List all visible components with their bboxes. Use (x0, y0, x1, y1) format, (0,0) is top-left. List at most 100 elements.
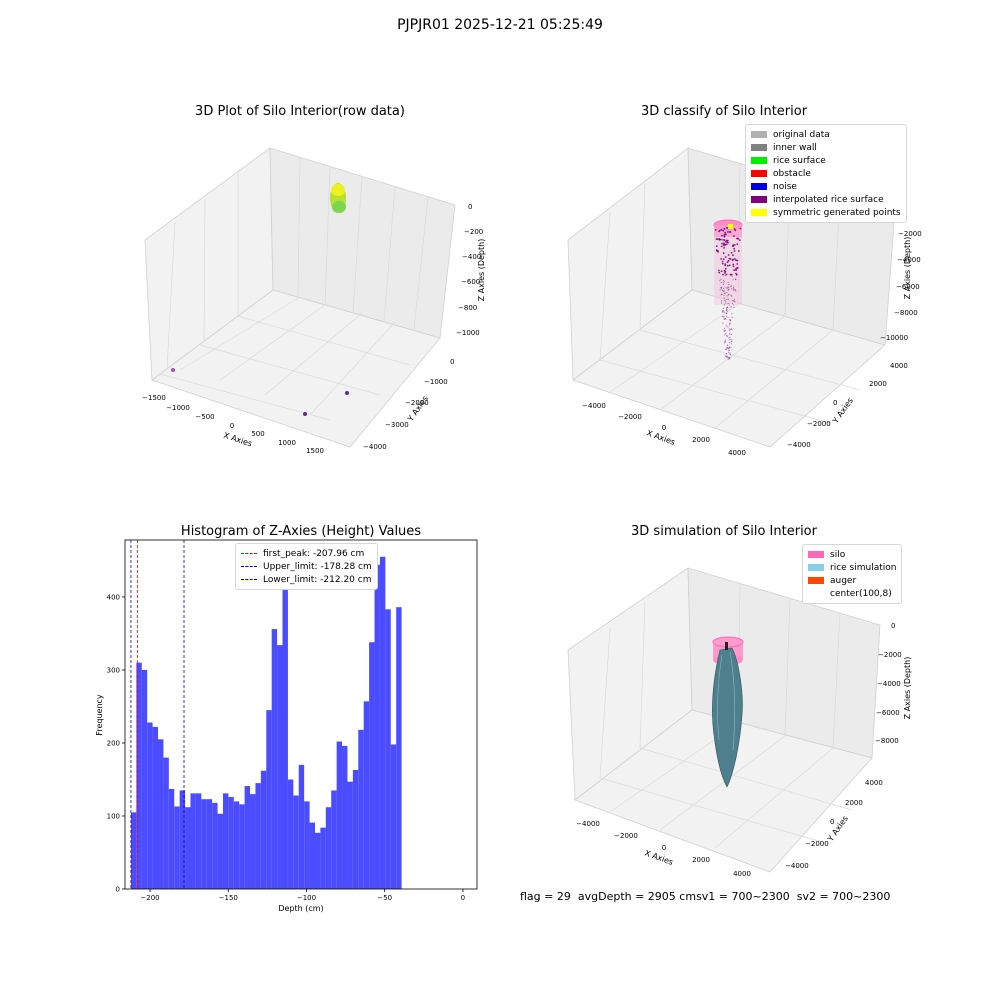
interpolated-point (722, 273, 724, 276)
interpolated-point (730, 343, 732, 345)
p4-z-tick: −8000 (875, 737, 899, 745)
interpolated-point (727, 298, 729, 300)
interpolated-point (727, 289, 729, 291)
p1-x-tick: 1000 (278, 439, 296, 447)
interpolated-point (726, 295, 728, 297)
legend-item: Upper_limit: -178.28 cm (241, 560, 372, 573)
histogram-bar (206, 799, 213, 889)
interpolated-point (727, 357, 730, 359)
interpolated-point (724, 231, 727, 234)
p1-y-tick: 0 (450, 358, 454, 366)
panel1-title: 3D Plot of Silo Interior(row data) (195, 104, 405, 119)
interpolated-point (728, 349, 730, 351)
interpolated-point (731, 339, 733, 341)
p4-x-tick: −4000 (576, 820, 600, 828)
p4-x-label: X Axies (643, 848, 674, 867)
interpolated-point (722, 258, 725, 260)
interpolated-point (731, 306, 733, 308)
interpolated-point (728, 351, 730, 353)
interpolated-point (722, 252, 725, 255)
interpolated-point (735, 290, 737, 292)
legend-swatch (808, 564, 824, 571)
y-tick-label: 300 (107, 666, 120, 674)
p1-x-tick: −1000 (166, 404, 190, 412)
p3-x-label: Depth (cm) (278, 904, 323, 913)
interpolated-point (731, 244, 734, 247)
interpolated-point (724, 340, 726, 343)
interpolated-point (723, 294, 725, 296)
legend-label: center(100,8) (830, 588, 892, 599)
interpolated-point (734, 289, 736, 291)
histogram-bar (293, 795, 299, 889)
interpolated-point (722, 284, 724, 286)
legend-item: first_peak: -207.96 cm (241, 547, 372, 560)
interpolated-point (720, 258, 723, 260)
p4-x-tick: −2000 (614, 832, 638, 840)
interpolated-point (721, 242, 723, 245)
p2-z-label: Z Axies (Depth) (903, 237, 912, 300)
p1-x-tick: 500 (251, 430, 264, 438)
legend-swatch (751, 144, 767, 151)
interpolated-point (724, 267, 727, 270)
p2-z-tick: −4000 (897, 256, 921, 264)
p4-legend: silo rice simulation auger center(100,8) (802, 544, 903, 604)
interpolated-point (736, 266, 739, 269)
interpolated-point (732, 265, 735, 268)
p2-y-tick: −2000 (807, 420, 831, 428)
interpolated-point (720, 281, 722, 284)
interpolated-point (730, 251, 733, 254)
p2-interpolated-points (714, 227, 742, 360)
interpolated-point (721, 262, 724, 265)
interpolated-point (728, 347, 730, 349)
interpolated-point (721, 234, 723, 237)
histogram-bar (239, 804, 245, 889)
interpolated-point (723, 247, 725, 249)
interpolated-point (721, 300, 723, 302)
interpolated-point (724, 342, 726, 344)
legend-swatch (751, 196, 767, 203)
interpolated-point (715, 245, 718, 248)
x-tick-label: −150 (219, 894, 238, 902)
legend-swatch (241, 566, 257, 567)
interpolated-point (721, 293, 723, 295)
figure-title: PJPJR01 2025-12-21 05:25:49 (397, 17, 603, 33)
interpolated-point (722, 309, 724, 312)
interpolated-point (728, 287, 730, 289)
interpolated-point (721, 260, 724, 263)
interpolated-point (735, 269, 737, 271)
panel4-axes: −4000 −2000 0 2000 4000 X Axies 4000 200… (567, 567, 912, 878)
p2-x-tick: 2000 (692, 436, 710, 444)
interpolated-point (720, 245, 723, 248)
interpolated-point (723, 228, 726, 230)
legend-label: Lower_limit: -212.20 cm (263, 574, 372, 585)
interpolated-point (729, 334, 731, 336)
legend-item: inner wall (751, 141, 901, 154)
p1-z-tick: −800 (458, 304, 477, 312)
histogram-bar (228, 797, 234, 889)
p3-x-ticks: −200 −150 −100 −50 0 (140, 889, 465, 902)
histogram-bar (190, 793, 196, 889)
interpolated-point (727, 231, 729, 233)
p2-symmetric-points (728, 224, 733, 229)
interpolated-point (730, 347, 732, 349)
p1-z-label: Z Axies (Depth) (477, 239, 486, 302)
legend-item: obstacle (751, 167, 901, 180)
interpolated-point (718, 271, 721, 274)
interpolated-point (733, 235, 735, 238)
histogram-bar (342, 745, 348, 889)
histogram-bar (396, 607, 402, 889)
histogram-bar (304, 801, 310, 889)
legend-label: silo (830, 549, 846, 560)
p2-floor-pane (572, 289, 886, 448)
p4-z-tick: −6000 (876, 709, 900, 717)
panel1-axes: −1500 −1000 −500 0 500 1000 1500 X Axies… (142, 147, 486, 455)
histogram-bar (222, 793, 229, 889)
interpolated-point (732, 263, 735, 266)
interpolated-point (731, 341, 733, 343)
interpolated-point (723, 242, 725, 245)
interpolated-point (728, 337, 730, 339)
legend-item: interpolated rice surface (751, 193, 901, 206)
histogram-bar (201, 799, 207, 889)
histogram-bar (374, 564, 380, 889)
interpolated-point (718, 238, 721, 240)
